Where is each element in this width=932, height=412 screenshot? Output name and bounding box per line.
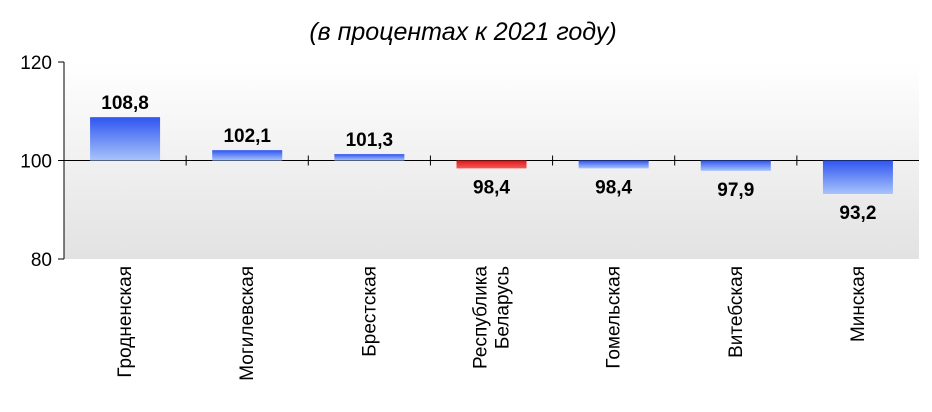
chart-subtitle: (в процентах к 2021 году) (309, 18, 616, 46)
x-tick-label: Минская (848, 266, 869, 342)
x-tick-label: Гомельская (604, 266, 625, 369)
data-label: 101,3 (346, 130, 394, 151)
data-label: 98,4 (473, 177, 510, 198)
x-tick-label-line: Витебская (726, 266, 747, 358)
y-tick-label: 120 (20, 53, 52, 74)
x-tick-label-line: Беларусь (493, 266, 514, 349)
x-tick-label: Брестская (359, 266, 380, 357)
x-tick-label-line: Гродненская (115, 266, 136, 378)
x-tick-label: РеспубликаБеларусь (471, 266, 514, 369)
x-tick-label-line: Республика (471, 266, 492, 369)
x-tick-label-line: Минская (848, 266, 869, 342)
y-tick-label: 80 (31, 250, 52, 271)
y-tick-label: 100 (20, 152, 52, 173)
x-tick-label: Могилевская (237, 266, 258, 381)
bar-2 (334, 154, 405, 161)
x-tick-label-line: Брестская (359, 266, 380, 357)
bar-4 (578, 160, 649, 169)
x-tick-label-line: Могилевская (237, 266, 258, 381)
bar-3 (456, 160, 527, 169)
data-label: 108,8 (101, 93, 149, 114)
x-tick-label-line: Гомельская (604, 266, 625, 369)
bar-0 (90, 117, 161, 161)
bar-6 (822, 160, 893, 194)
data-label: 93,2 (839, 203, 876, 224)
bar-5 (700, 160, 771, 171)
x-tick-label: Витебская (726, 266, 747, 358)
x-tick-label: Гродненская (115, 266, 136, 378)
data-label: 97,9 (717, 180, 754, 201)
bar-1 (212, 150, 283, 161)
data-label: 98,4 (595, 177, 632, 198)
data-label: 102,1 (223, 126, 271, 147)
